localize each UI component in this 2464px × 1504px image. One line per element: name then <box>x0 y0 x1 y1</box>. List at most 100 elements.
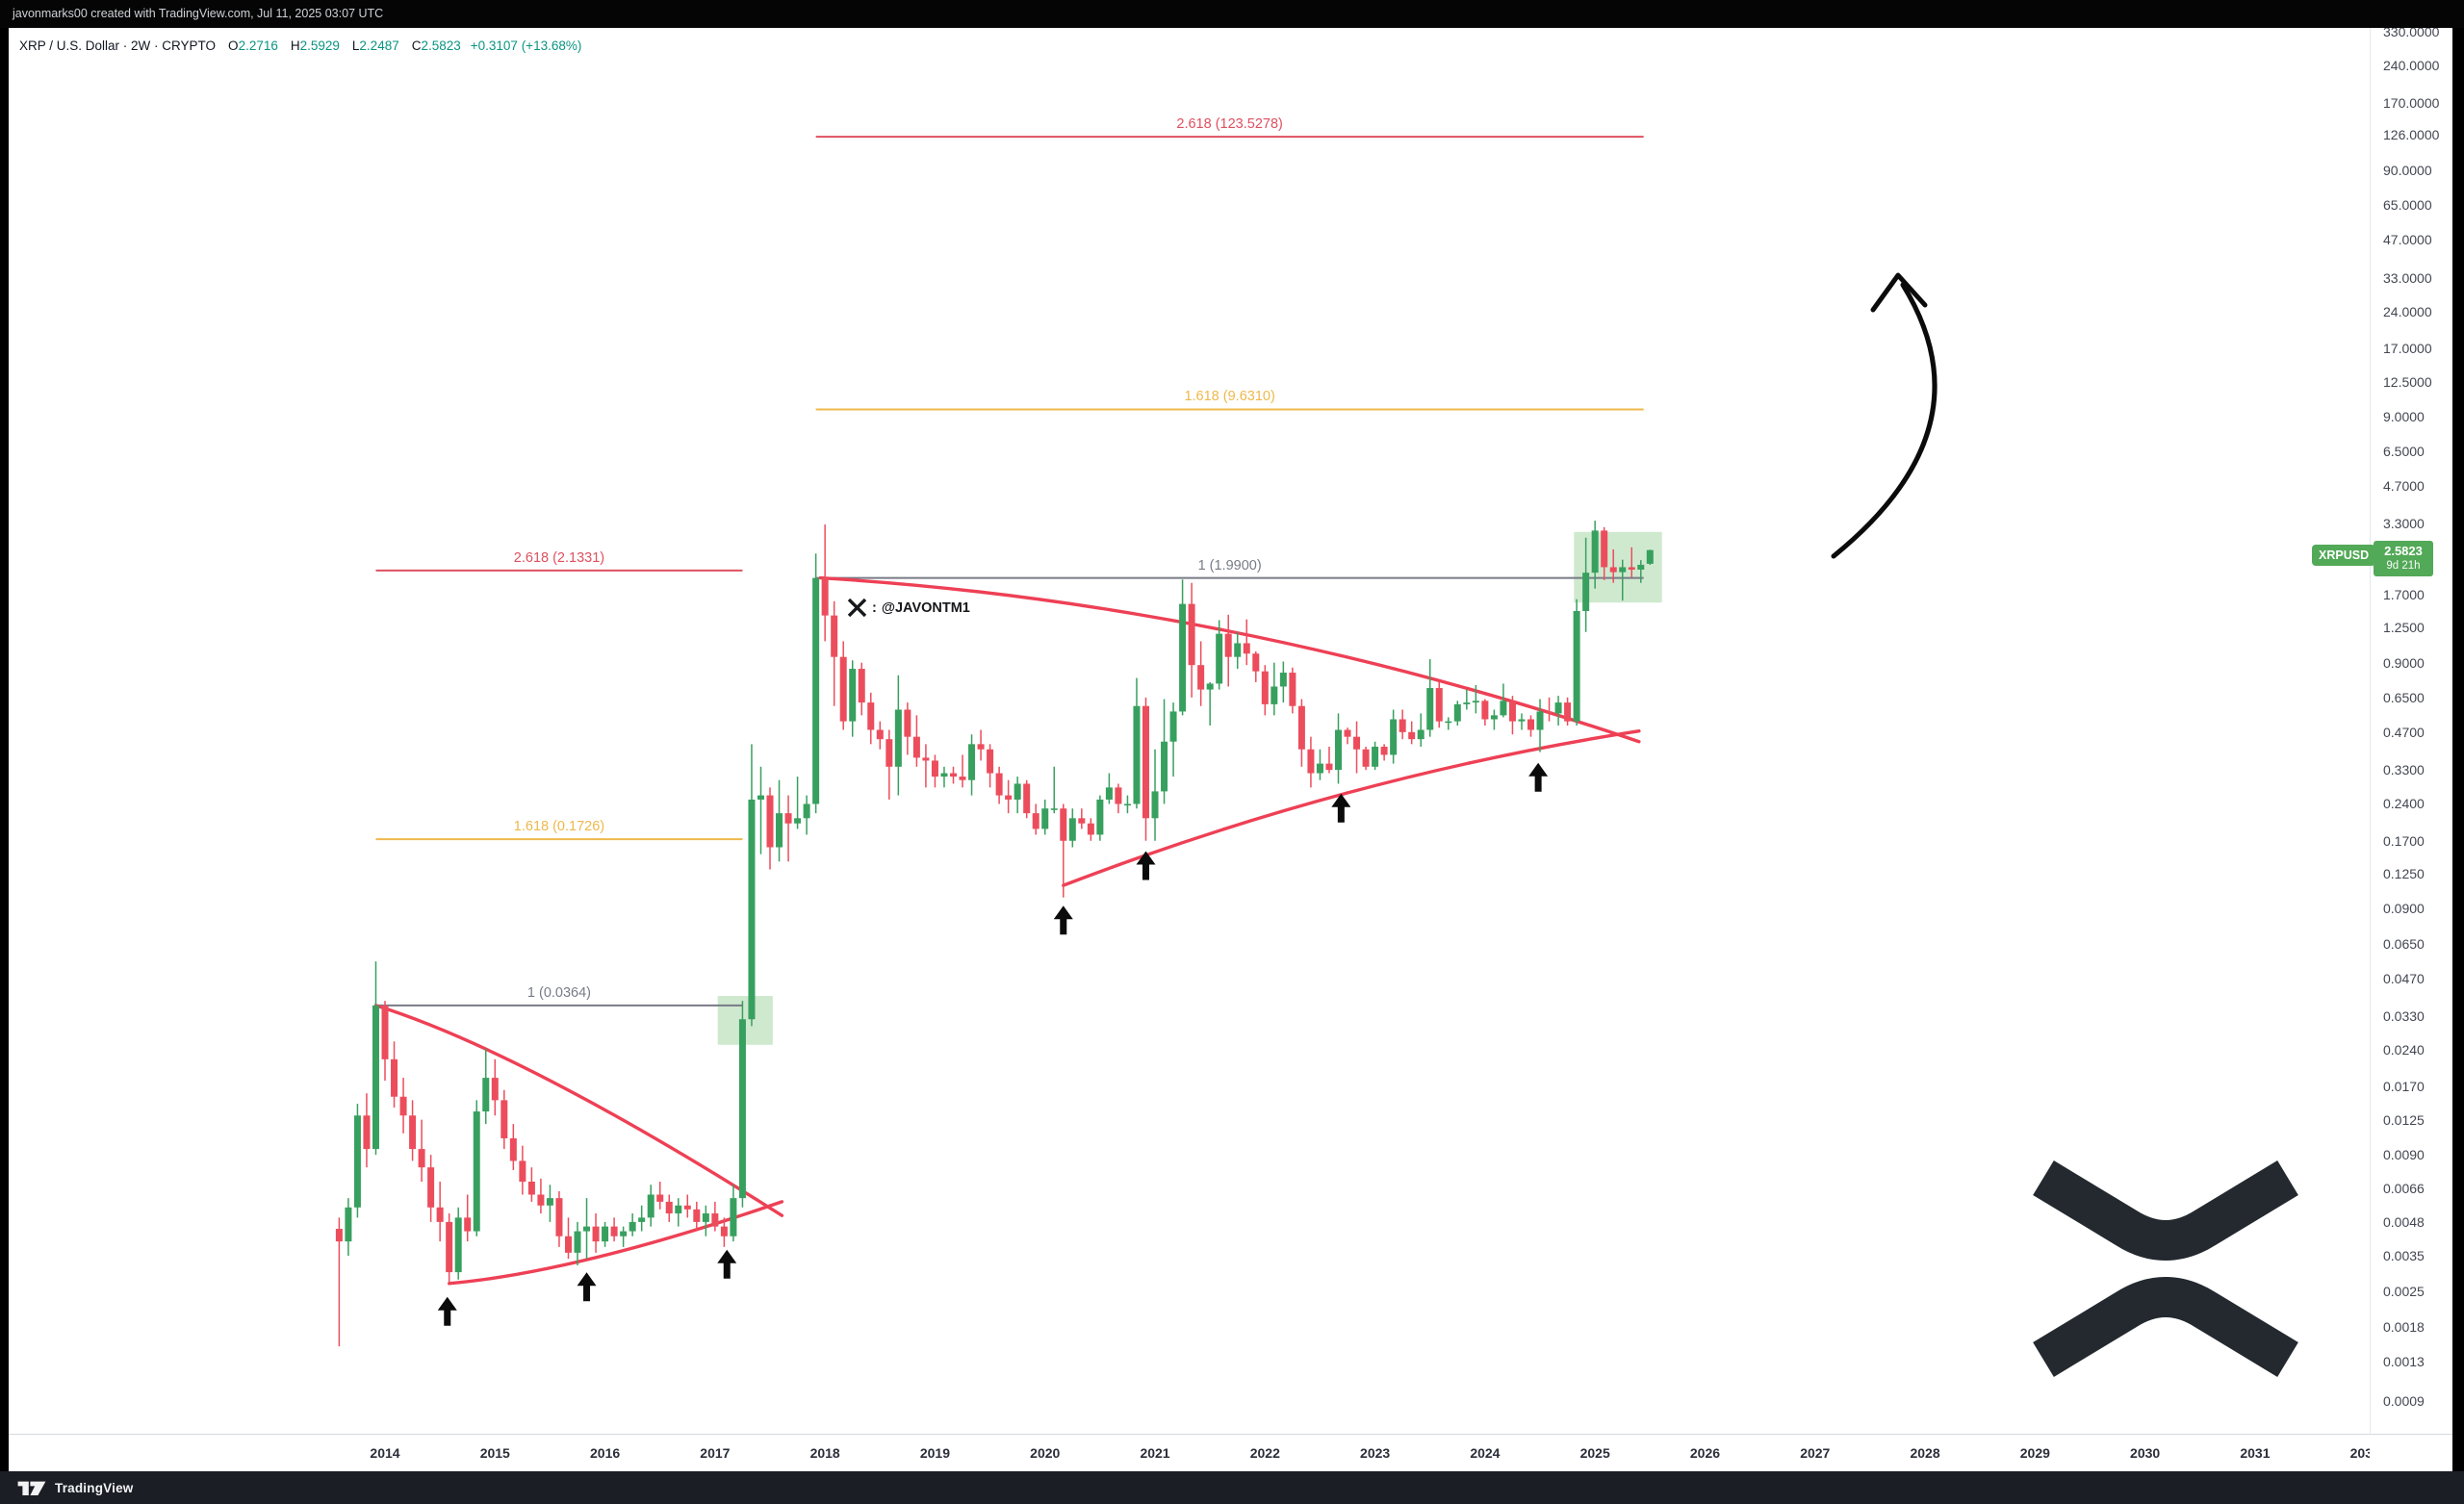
price-axis-label: 240.0000 <box>2383 58 2440 74</box>
time-axis-label: 2026 <box>1689 1445 1721 1461</box>
candle-body <box>1115 787 1122 804</box>
price-axis-label: 90.0000 <box>2383 163 2432 179</box>
candle-body <box>418 1149 425 1168</box>
close-value: 2.5823 <box>421 38 461 53</box>
curved-arrow-annotation[interactable] <box>1831 282 1938 559</box>
time-axis-label: 2024 <box>1470 1445 1501 1461</box>
candle-body <box>656 1194 664 1202</box>
candle-body <box>1435 688 1443 722</box>
candle-body <box>1224 633 1232 657</box>
price-axis-label: 170.0000 <box>2383 94 2440 111</box>
up-arrow-annotation[interactable] <box>1528 762 1549 792</box>
time-axis-label: 2014 <box>370 1445 400 1461</box>
candle-body <box>1023 783 1031 814</box>
candle-body <box>977 744 985 750</box>
up-arrow-annotation[interactable] <box>1053 905 1073 935</box>
watermark-handle: @JAVONTM1 <box>881 599 970 616</box>
price-axis-label: 0.4700 <box>2383 724 2425 740</box>
candle-body <box>904 709 911 737</box>
candle-body <box>592 1226 600 1242</box>
candle-body <box>363 1115 371 1150</box>
time-axis-label: 2023 <box>1360 1445 1391 1461</box>
candle-body <box>602 1226 609 1242</box>
candle-body <box>720 1226 728 1236</box>
price-axis-label: 0.0240 <box>2383 1042 2425 1058</box>
candle-body <box>876 729 884 740</box>
candle-body <box>1188 603 1195 666</box>
time-axis-label: 2030 <box>2130 1445 2161 1461</box>
open-value: 2.2716 <box>238 38 278 53</box>
price-axis-label: 0.3300 <box>2383 762 2425 778</box>
candle-body <box>1637 564 1645 570</box>
time-axis-label: 2028 <box>1910 1445 1940 1461</box>
candle-body <box>1261 671 1269 704</box>
fib-level-label: 1.618 (9.6310) <box>1184 389 1275 405</box>
candle-body <box>1380 747 1388 755</box>
candle-body <box>1481 701 1489 720</box>
up-arrow-annotation[interactable] <box>1331 793 1351 823</box>
time-axis-label: 2020 <box>1030 1445 1061 1461</box>
symbol-info-row[interactable]: XRP / U.S. Dollar · 2W · CRYPTO O2.2716 H2… <box>19 38 581 53</box>
candle-body <box>1508 701 1516 722</box>
price-axis-label: 0.9000 <box>2383 654 2425 671</box>
candle-body <box>940 773 948 777</box>
price-axis-label: 3.3000 <box>2383 516 2425 532</box>
up-arrow-annotation[interactable] <box>577 1272 597 1302</box>
candle-body <box>1161 741 1168 792</box>
pattern-trendline[interactable] <box>447 1200 784 1286</box>
candle-body <box>1179 603 1187 712</box>
candle-body <box>1206 683 1214 690</box>
candle-body <box>784 813 792 824</box>
time-axis-label: 2022 <box>1249 1445 1280 1461</box>
price-axis-label: 24.0000 <box>2383 304 2432 320</box>
price-axis-label: 0.0125 <box>2383 1111 2425 1128</box>
up-arrow-annotation[interactable] <box>717 1249 737 1279</box>
candle-body <box>1619 567 1627 573</box>
price-scale[interactable] <box>2371 28 2452 1434</box>
candle-body <box>1105 787 1113 800</box>
candle-body <box>968 744 976 780</box>
candle-body <box>1518 719 1526 722</box>
candle-body <box>1270 686 1278 704</box>
up-arrow-annotation[interactable] <box>1136 851 1156 880</box>
fib-level-label: 1.618 (0.1726) <box>513 819 605 835</box>
up-arrow-annotation[interactable] <box>437 1296 457 1326</box>
candle-body <box>1527 719 1534 730</box>
candle-body <box>537 1194 545 1206</box>
chart-surface[interactable] <box>9 28 2452 1471</box>
candle-body <box>757 795 764 800</box>
candle-body <box>335 1229 343 1242</box>
curved-arrow-head <box>1870 272 1928 313</box>
pattern-trendline[interactable] <box>373 1004 784 1217</box>
price-axis-label: 0.0013 <box>2383 1353 2425 1369</box>
price-axis-label: 0.0330 <box>2383 1007 2425 1024</box>
candle-body <box>912 736 920 758</box>
author-watermark: : @JAVONTM1 <box>847 599 970 617</box>
candle-body <box>1628 567 1635 570</box>
time-scale[interactable]: 2014 2015 2016 2017 2018 2019 2020 2021 2022 2023… <box>9 1435 2370 1471</box>
candle-body <box>1068 818 1076 841</box>
candle-body <box>812 577 820 804</box>
candle-body <box>629 1221 636 1232</box>
fib-level-label: 1 (0.0364) <box>526 984 592 1001</box>
price-axis-label: 0.0900 <box>2383 901 2425 917</box>
candle-body <box>1133 705 1141 804</box>
candle-body <box>1472 701 1479 703</box>
candle-body <box>555 1198 563 1236</box>
candle-body <box>1014 783 1021 800</box>
candle-body <box>1197 665 1205 690</box>
candle-body <box>886 739 893 767</box>
change-value: +0.3107 (+13.68%) <box>470 38 582 53</box>
price-axis-label: 0.1250 <box>2383 865 2425 881</box>
footer-brand[interactable]: TradingView <box>55 1480 134 1495</box>
candle-body <box>1289 673 1296 706</box>
candle-body <box>345 1207 352 1242</box>
symbol-title[interactable]: XRP / U.S. Dollar · 2W · CRYPTO <box>19 38 217 53</box>
candle-body <box>583 1226 591 1232</box>
candle-body <box>1169 711 1177 742</box>
candle-body <box>693 1209 701 1222</box>
candle-body <box>1445 721 1452 724</box>
candle-body <box>1216 633 1223 684</box>
low-value: 2.2487 <box>359 38 399 53</box>
